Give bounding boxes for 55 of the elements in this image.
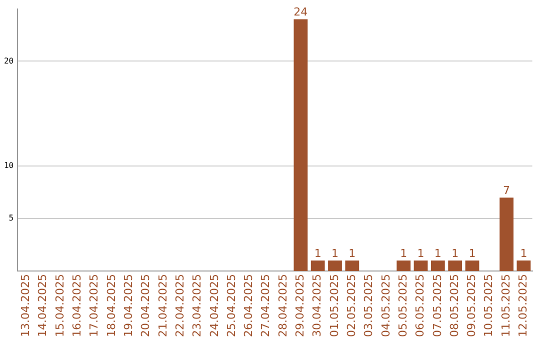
x-tick-label: 08.05.2025 — [448, 274, 461, 338]
x-tick-label: 28.04.2025 — [276, 274, 290, 338]
bar — [414, 260, 428, 272]
x-tick-label: 12.05.2025 — [516, 274, 530, 338]
data-label: 24 — [294, 6, 308, 19]
x-tick-label: 05.05.2025 — [396, 274, 410, 338]
data-label: 7 — [503, 184, 510, 197]
data-label: 1 — [452, 246, 459, 260]
bar — [328, 260, 342, 272]
x-tick-label: 01.05.2025 — [328, 274, 341, 338]
x-tick-label: 06.05.2025 — [414, 274, 427, 338]
x-tick-label: 09.05.2025 — [465, 274, 478, 338]
bar — [396, 260, 411, 272]
x-tick-label: 03.05.2025 — [362, 274, 376, 338]
bar — [448, 260, 462, 272]
x-tick-label: 15.04.2025 — [53, 274, 66, 338]
x-tick-label: 18.04.2025 — [104, 274, 118, 338]
bar — [294, 19, 308, 272]
data-label: 1 — [400, 246, 408, 260]
bar — [345, 260, 360, 272]
x-tick-label: 02.05.2025 — [345, 274, 358, 338]
x-tick-label: 04.05.2025 — [379, 274, 392, 338]
data-label: 1 — [434, 246, 442, 260]
x-tick-label: 11.05.2025 — [499, 274, 512, 338]
data-label: 1 — [468, 246, 476, 260]
x-tick-label: 19.04.2025 — [122, 274, 135, 338]
data-label: 1 — [331, 246, 338, 260]
x-tick-label: 23.04.2025 — [190, 274, 204, 338]
x-tick-label: 13.04.2025 — [19, 274, 32, 338]
x-tick-label: 14.04.2025 — [36, 274, 50, 338]
data-label: 1 — [314, 246, 322, 260]
x-tick-label: 07.05.2025 — [430, 274, 444, 338]
x-tick-label: 25.04.2025 — [224, 274, 238, 338]
bar — [465, 260, 480, 272]
data-label: 1 — [417, 246, 424, 260]
y-tick-label: 20 — [4, 56, 14, 66]
data-label: 1 — [348, 246, 356, 260]
bar — [500, 198, 514, 272]
data-label: 1 — [520, 246, 528, 260]
x-tick-label: 16.04.2025 — [70, 274, 84, 338]
x-tick-label: 26.04.2025 — [242, 274, 256, 338]
y-tick-label: 10 — [4, 161, 14, 170]
x-tick-label: 21.04.2025 — [156, 274, 170, 338]
x-tick-label: 22.04.2025 — [173, 274, 186, 338]
x-tick-label: 17.04.2025 — [88, 274, 101, 338]
x-tick-label: 27.04.2025 — [259, 274, 272, 338]
y-tick-label: 5 — [8, 214, 14, 223]
bar — [310, 260, 325, 272]
bar — [430, 260, 445, 272]
x-tick-label: 30.04.2025 — [310, 274, 324, 338]
bar — [516, 260, 531, 272]
x-tick-label: 20.04.2025 — [139, 274, 152, 338]
x-tick-label: 24.04.2025 — [208, 274, 221, 338]
x-tick-label: 10.05.2025 — [482, 274, 496, 338]
x-tick-label: 29.04.2025 — [294, 274, 307, 338]
